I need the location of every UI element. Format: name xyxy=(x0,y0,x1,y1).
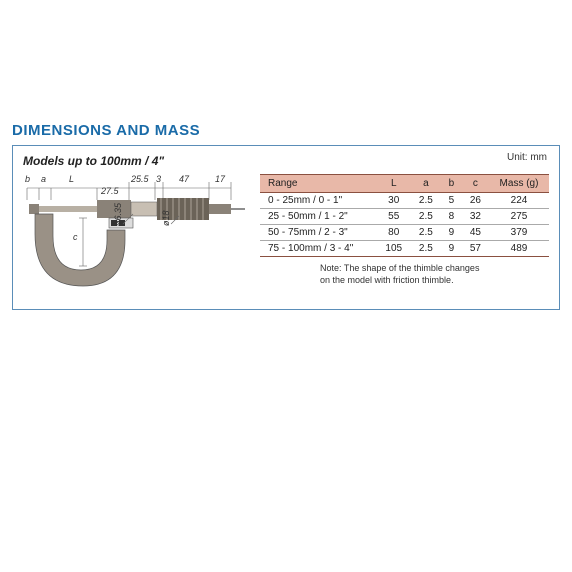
dim-3: 3 xyxy=(156,174,161,184)
col-mass: Mass (g) xyxy=(489,175,549,193)
cell: 275 xyxy=(489,209,549,225)
note-line2: on the model with friction thimble. xyxy=(320,275,454,285)
model-subheading: Models up to 100mm / 4" xyxy=(23,154,549,168)
note-line1: Note: The shape of the thimble changes xyxy=(320,263,479,273)
dim-a: a xyxy=(41,174,46,184)
col-range: Range xyxy=(260,175,377,193)
dim-25-5: 25.5 xyxy=(131,174,149,184)
table-header-row: Range L a b c Mass (g) xyxy=(260,175,549,193)
cell: 55 xyxy=(377,209,411,225)
section-title: DIMENSIONS AND MASS xyxy=(12,122,560,139)
cell: 9 xyxy=(441,241,462,257)
cell: 105 xyxy=(377,241,411,257)
table-row: 75 - 100mm / 3 - 4" 105 2.5 9 57 489 xyxy=(260,241,549,257)
cell: 75 - 100mm / 3 - 4" xyxy=(260,241,377,257)
page: DIMENSIONS AND MASS Unit: mm Models up t… xyxy=(12,122,560,310)
content-row: b a L 27.5 25.5 3 47 17 c ø6.35 ø18 Rang… xyxy=(23,174,549,299)
dim-27-5: 27.5 xyxy=(101,186,119,196)
table-row: 50 - 75mm / 2 - 3" 80 2.5 9 45 379 xyxy=(260,225,549,241)
dim-c: c xyxy=(73,232,78,242)
dim-L: L xyxy=(69,174,74,184)
table-note: Note: The shape of the thimble changes o… xyxy=(260,263,549,286)
cell: 25 - 50mm / 1 - 2" xyxy=(260,209,377,225)
cell: 26 xyxy=(462,193,489,209)
cell: 8 xyxy=(441,209,462,225)
cell: 0 - 25mm / 0 - 1" xyxy=(260,193,377,209)
col-b: b xyxy=(441,175,462,193)
col-a: a xyxy=(411,175,442,193)
cell: 2.5 xyxy=(411,225,442,241)
cell: 50 - 75mm / 2 - 3" xyxy=(260,225,377,241)
cell: 2.5 xyxy=(411,193,442,209)
cell: 2.5 xyxy=(411,241,442,257)
cell: 57 xyxy=(462,241,489,257)
col-L: L xyxy=(377,175,411,193)
cell: 45 xyxy=(462,225,489,241)
cell: 379 xyxy=(489,225,549,241)
dim-b: b xyxy=(25,174,30,184)
col-c: c xyxy=(462,175,489,193)
cell: 2.5 xyxy=(411,209,442,225)
micrometer-diagram: b a L 27.5 25.5 3 47 17 c ø6.35 ø18 xyxy=(23,174,248,299)
dimension-table: Range L a b c Mass (g) 0 - 25mm / 0 - 1"… xyxy=(260,174,549,257)
cell: 9 xyxy=(441,225,462,241)
dim-47: 47 xyxy=(179,174,189,184)
dim-phi65: ø6.35 xyxy=(113,203,123,226)
cell: 5 xyxy=(441,193,462,209)
cell: 489 xyxy=(489,241,549,257)
spec-panel: Unit: mm Models up to 100mm / 4" xyxy=(12,145,560,310)
dim-17: 17 xyxy=(215,174,225,184)
dim-phi18: ø18 xyxy=(161,210,171,226)
table-row: 25 - 50mm / 1 - 2" 55 2.5 8 32 275 xyxy=(260,209,549,225)
diagram-svg xyxy=(23,174,248,299)
cell: 32 xyxy=(462,209,489,225)
dimension-table-box: Range L a b c Mass (g) 0 - 25mm / 0 - 1"… xyxy=(260,174,549,286)
cell: 80 xyxy=(377,225,411,241)
cell: 224 xyxy=(489,193,549,209)
cell: 30 xyxy=(377,193,411,209)
table-row: 0 - 25mm / 0 - 1" 30 2.5 5 26 224 xyxy=(260,193,549,209)
unit-label: Unit: mm xyxy=(507,152,547,163)
